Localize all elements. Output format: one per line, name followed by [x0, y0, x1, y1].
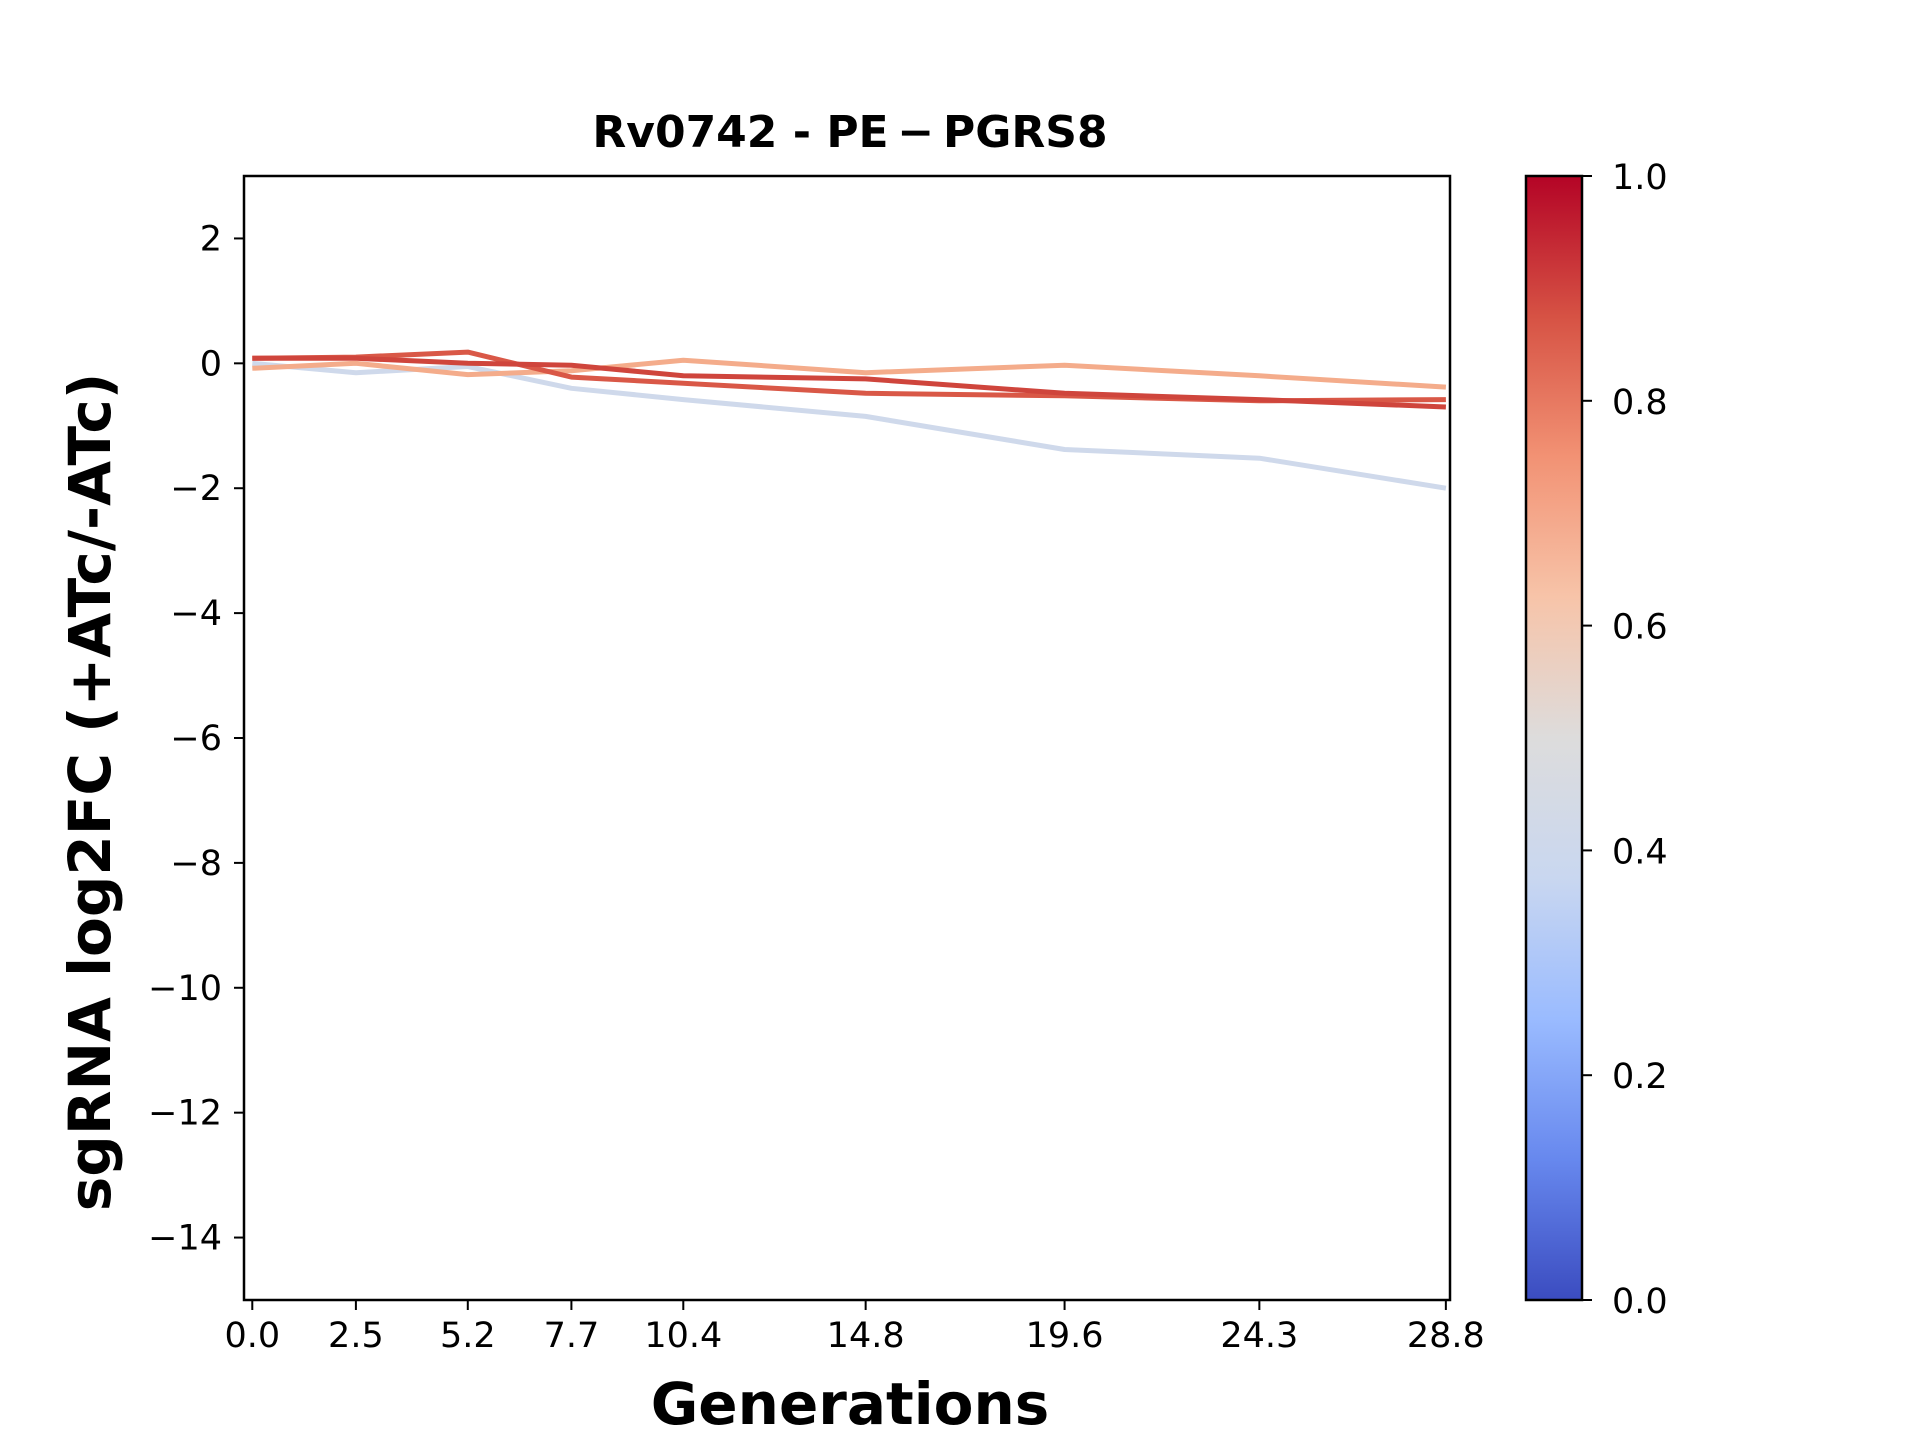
series-line-1 — [252, 360, 1447, 491]
series-line-4 — [252, 355, 1446, 410]
y-tick-label: −12 — [148, 1094, 222, 1134]
colorbar-tick-label: 0.6 — [1612, 608, 1668, 648]
x-tick-label: 10.4 — [644, 1316, 722, 1356]
series-line-2 — [252, 357, 1447, 390]
x-tick-label: 24.3 — [1220, 1316, 1298, 1356]
colorbar: 0.0 0.2 0.4 0.6 0.8 1.0 — [1524, 158, 1668, 1322]
colorbar-tick-label: 0.2 — [1612, 1057, 1668, 1097]
y-tick-label: −14 — [148, 1219, 222, 1259]
plot-area — [242, 174, 1452, 1302]
x-tick-label: 7.7 — [544, 1316, 600, 1356]
y-tick-label: −2 — [170, 469, 222, 509]
x-tick-label: 2.5 — [328, 1316, 384, 1356]
x-tick-label: 14.8 — [827, 1316, 905, 1356]
y-tick-label: 0 — [200, 344, 222, 384]
colorbar-gradient — [1524, 174, 1584, 1302]
x-tick-label: 19.6 — [1026, 1316, 1104, 1356]
y-axis-label: sgRNA log2FC (+ATc/-ATc) — [56, 373, 124, 1211]
colorbar-tick-label: 0.4 — [1612, 832, 1668, 872]
plot-frame — [242, 174, 1452, 1302]
chart-title: Rv0742 - PE − PGRS8 — [592, 107, 1107, 158]
y-axis: 2 0 −2 −4 −6 −8 −10 −12 −14 — [148, 219, 244, 1259]
x-tick-label: 5.2 — [440, 1316, 496, 1356]
colorbar-tick-label: 1.0 — [1612, 158, 1668, 198]
colorbar-tick-label: 0.0 — [1612, 1282, 1668, 1322]
y-tick-label: −4 — [170, 594, 222, 634]
colorbar-tick-label: 0.8 — [1612, 383, 1668, 423]
y-tick-label: −8 — [170, 844, 222, 884]
x-axis-label: Generations — [651, 1370, 1050, 1438]
y-tick-label: −10 — [148, 969, 222, 1009]
x-axis: 0.0 2.5 5.2 7.7 10.4 14.8 19.6 24.3 28.8 — [224, 1300, 1485, 1356]
y-tick-label: −6 — [170, 719, 222, 759]
x-tick-label: 0.0 — [224, 1316, 280, 1356]
y-tick-label: 2 — [200, 219, 222, 259]
x-tick-label: 28.8 — [1407, 1316, 1485, 1356]
